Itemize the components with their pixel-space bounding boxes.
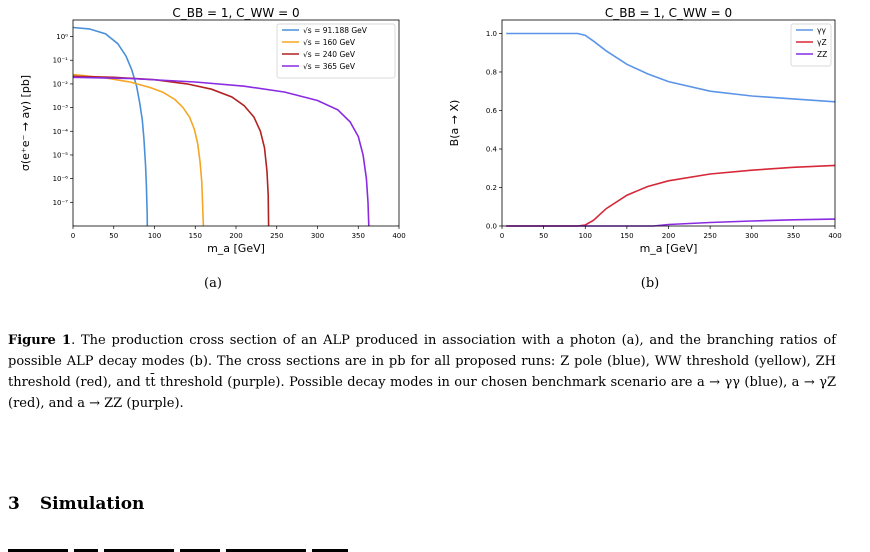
legend-entry-1: √s = 160 GeV [303,38,356,47]
x-tick-label: 150 [620,232,633,240]
x-tick-label: 200 [229,232,242,240]
x-tick-label: 250 [703,232,716,240]
legend-entry-0: √s = 91.188 GeV [303,26,368,35]
y-axis-label: B(a → X) [448,100,461,147]
x-tick-label: 400 [828,232,841,240]
figure-label: Figure 1 [8,333,72,348]
panel-a-caption: (a) [204,276,222,291]
legend-entry-2: √s = 240 GeV [303,50,356,59]
series-line-1 [506,164,836,227]
series-line-0 [72,26,149,227]
x-tick-label: 100 [148,232,161,240]
cut-off-text-line [8,538,438,552]
panel-b-caption: (b) [640,276,660,291]
series-line-1 [72,73,205,227]
x-tick-label: 300 [311,232,324,240]
legend-entry-0: γγ [817,26,826,35]
y-tick-label: 1.0 [486,30,497,38]
y-tick-label: 10⁻⁶ [53,175,69,183]
x-axis-label: m_a [GeV] [640,242,698,255]
x-tick-label: 0 [500,232,504,240]
y-tick-label: 0.6 [486,107,498,115]
section-number: 3 [8,494,20,514]
y-tick-label: 10⁻² [53,80,69,88]
chart-title: C_BB = 1, C_WW = 0 [172,6,299,20]
chart-title: C_BB = 1, C_WW = 0 [605,6,732,20]
series-line-0 [506,32,836,103]
x-tick-label: 50 [109,232,118,240]
y-tick-label: 10⁻³ [53,104,69,112]
x-tick-label: 400 [392,232,405,240]
legend-box [790,23,832,67]
y-tick-label: 10⁻⁵ [53,151,69,159]
x-tick-label: 0 [71,232,75,240]
cross-section-chart: C_BB = 1, C_WW = 0 0 50 100 150 200 250 300 350 4… [19,6,406,255]
figure-caption-text: . The production cross section of an ALP… [8,333,837,411]
y-tick-label: 10⁻⁷ [53,199,69,207]
legend-entry-1: γZ [817,38,827,47]
legend-entry-2: ZZ [817,50,827,59]
x-tick-label: 200 [662,232,675,240]
x-tick-label: 50 [539,232,548,240]
x-tick-label: 350 [352,232,365,240]
branching-ratio-chart: C_BB = 1, C_WW = 0 0 50 100 150 200 250 300 350 4… [448,6,842,255]
legend-entry-3: √s = 365 GeV [303,62,356,71]
chart-b-axes: C_BB = 1, C_WW = 0 0 50 100 150 200 250 300 350 4… [448,6,842,255]
series-line-2 [506,218,836,227]
x-axis-label: m_a [GeV] [207,242,265,255]
y-tick-label: 0.8 [486,68,497,76]
chart-a-axes: C_BB = 1, C_WW = 0 0 50 100 150 200 250 300 350 4… [19,6,406,255]
series-line-2 [72,75,270,227]
y-tick-label: 10⁻⁴ [53,128,69,136]
figure-caption: Figure 1. The production cross section o… [8,330,836,414]
plot-frame [501,19,836,227]
y-tick-label: 0.0 [486,223,497,231]
x-tick-label: 100 [579,232,592,240]
section-heading: 3 Simulation [8,494,144,514]
y-tick-label: 0.4 [486,145,498,153]
y-tick-label: 10⁰ [56,33,68,41]
y-tick-label: 0.2 [486,184,497,192]
x-tick-label: 150 [189,232,202,240]
series-line-3 [72,76,370,227]
section-title: Simulation [39,494,145,514]
y-axis-label: σ(e⁺e⁻ → aγ) [pb] [19,75,32,171]
x-tick-label: 350 [787,232,800,240]
y-tick-label: 10⁻¹ [53,57,69,65]
legend-box [276,23,396,79]
x-tick-label: 300 [745,232,758,240]
x-tick-label: 250 [270,232,283,240]
